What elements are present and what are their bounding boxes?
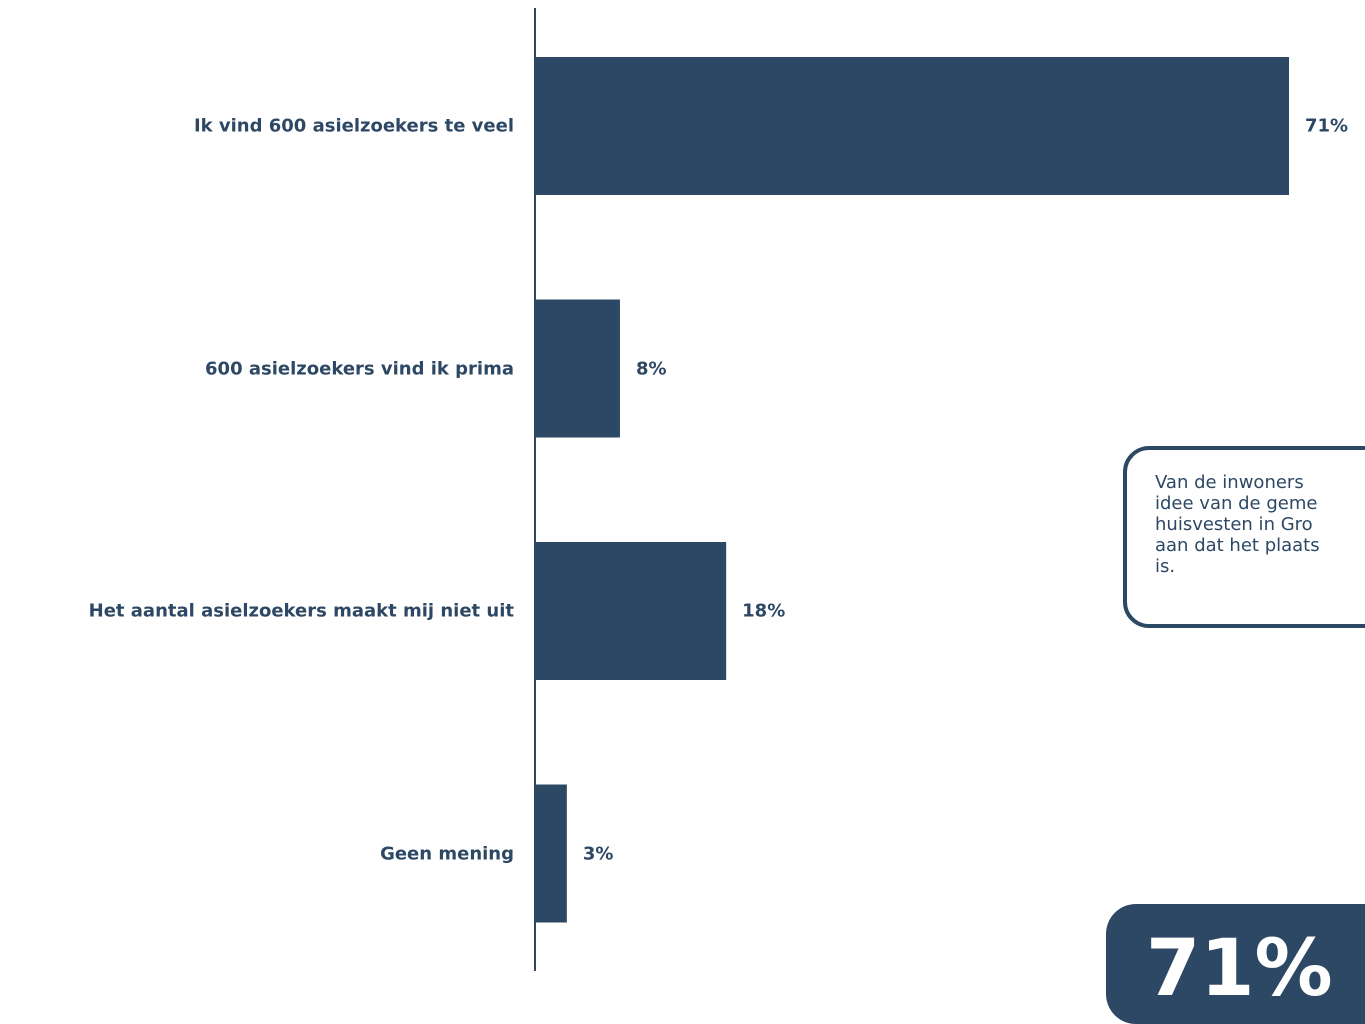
highlight-badge: 71% (1106, 904, 1365, 1024)
value-label-3: 18% (742, 600, 786, 622)
category-label-2: 600 asielzoekers vind ik prima (205, 358, 514, 379)
category-label-3: Het aantal asielzoekers maakt mij niet u… (88, 600, 514, 622)
category-label-1: Ik vind 600 asielzoekers te veel (193, 115, 514, 137)
bar-4 (535, 784, 567, 923)
highlight-value: 71% (1146, 924, 1333, 1014)
callout-box: Van de inwoners idee van de geme huisves… (1123, 446, 1365, 628)
bar-1 (535, 57, 1289, 195)
bar-2 (535, 299, 620, 438)
value-label-4: 3% (582, 843, 614, 864)
callout-text: Van de inwoners idee van de geme huisves… (1155, 472, 1320, 577)
bar-3 (535, 542, 727, 680)
category-label-4: Geen mening (380, 843, 514, 864)
bar-chart (534, 8, 1289, 971)
value-label-2: 8% (635, 358, 667, 379)
value-label-1: 71% (1305, 115, 1349, 137)
